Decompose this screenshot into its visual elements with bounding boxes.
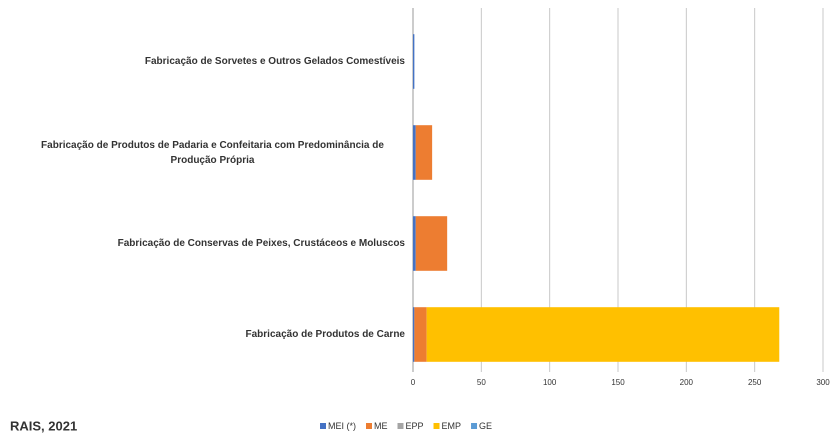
- legend-label: EMP: [442, 421, 462, 431]
- legend-label: GE: [479, 421, 492, 431]
- bar-segment: [426, 307, 780, 362]
- y-tick-label-box: Fabricação de Produtos de Padaria e Conf…: [15, 133, 405, 173]
- legend-label: ME: [374, 421, 388, 431]
- legend-swatch: [366, 423, 372, 429]
- y-tick-label: Fabricação de Produtos de Carne: [245, 329, 406, 340]
- legend-label: EPP: [406, 421, 424, 431]
- bar-segment: [415, 216, 448, 271]
- x-tick-label: 300: [816, 378, 830, 387]
- y-tick-label: Fabricação de Conservas de Peixes, Crust…: [117, 238, 405, 249]
- bar-segment: [413, 307, 415, 362]
- x-tick-label: 50: [477, 378, 486, 387]
- legend-swatch: [471, 423, 478, 429]
- y-tick-label: Fabricação de Produtos de Padaria e Conf…: [41, 139, 384, 166]
- x-tick-label: 0: [411, 378, 416, 387]
- legend-swatch: [320, 423, 326, 429]
- x-tick-label: 100: [543, 378, 557, 387]
- source: RAIS, 2021: [10, 418, 77, 433]
- y-tick-label-box: Fabricação de Produtos de Carne: [15, 315, 406, 355]
- bar-segment: [413, 216, 416, 271]
- y-tick-label: Fabricação de Sorvetes e Outros Gelados …: [144, 56, 405, 67]
- bar-segment: [414, 307, 427, 362]
- y-tick-label-box: Fabricação de Sorvetes e Outros Gelados …: [15, 42, 405, 82]
- bar-segment: [415, 125, 433, 180]
- bar-segment: [413, 125, 416, 180]
- x-tick-label: 200: [680, 378, 694, 387]
- legend-swatch: [433, 423, 440, 429]
- legend-label: MEI (*): [328, 421, 356, 431]
- bar-segment: [413, 34, 415, 89]
- y-tick-label-box: Fabricação de Conservas de Peixes, Crust…: [15, 224, 405, 264]
- x-tick-label: 150: [611, 378, 625, 387]
- x-tick-label: 250: [748, 378, 762, 387]
- legend-swatch: [397, 423, 404, 429]
